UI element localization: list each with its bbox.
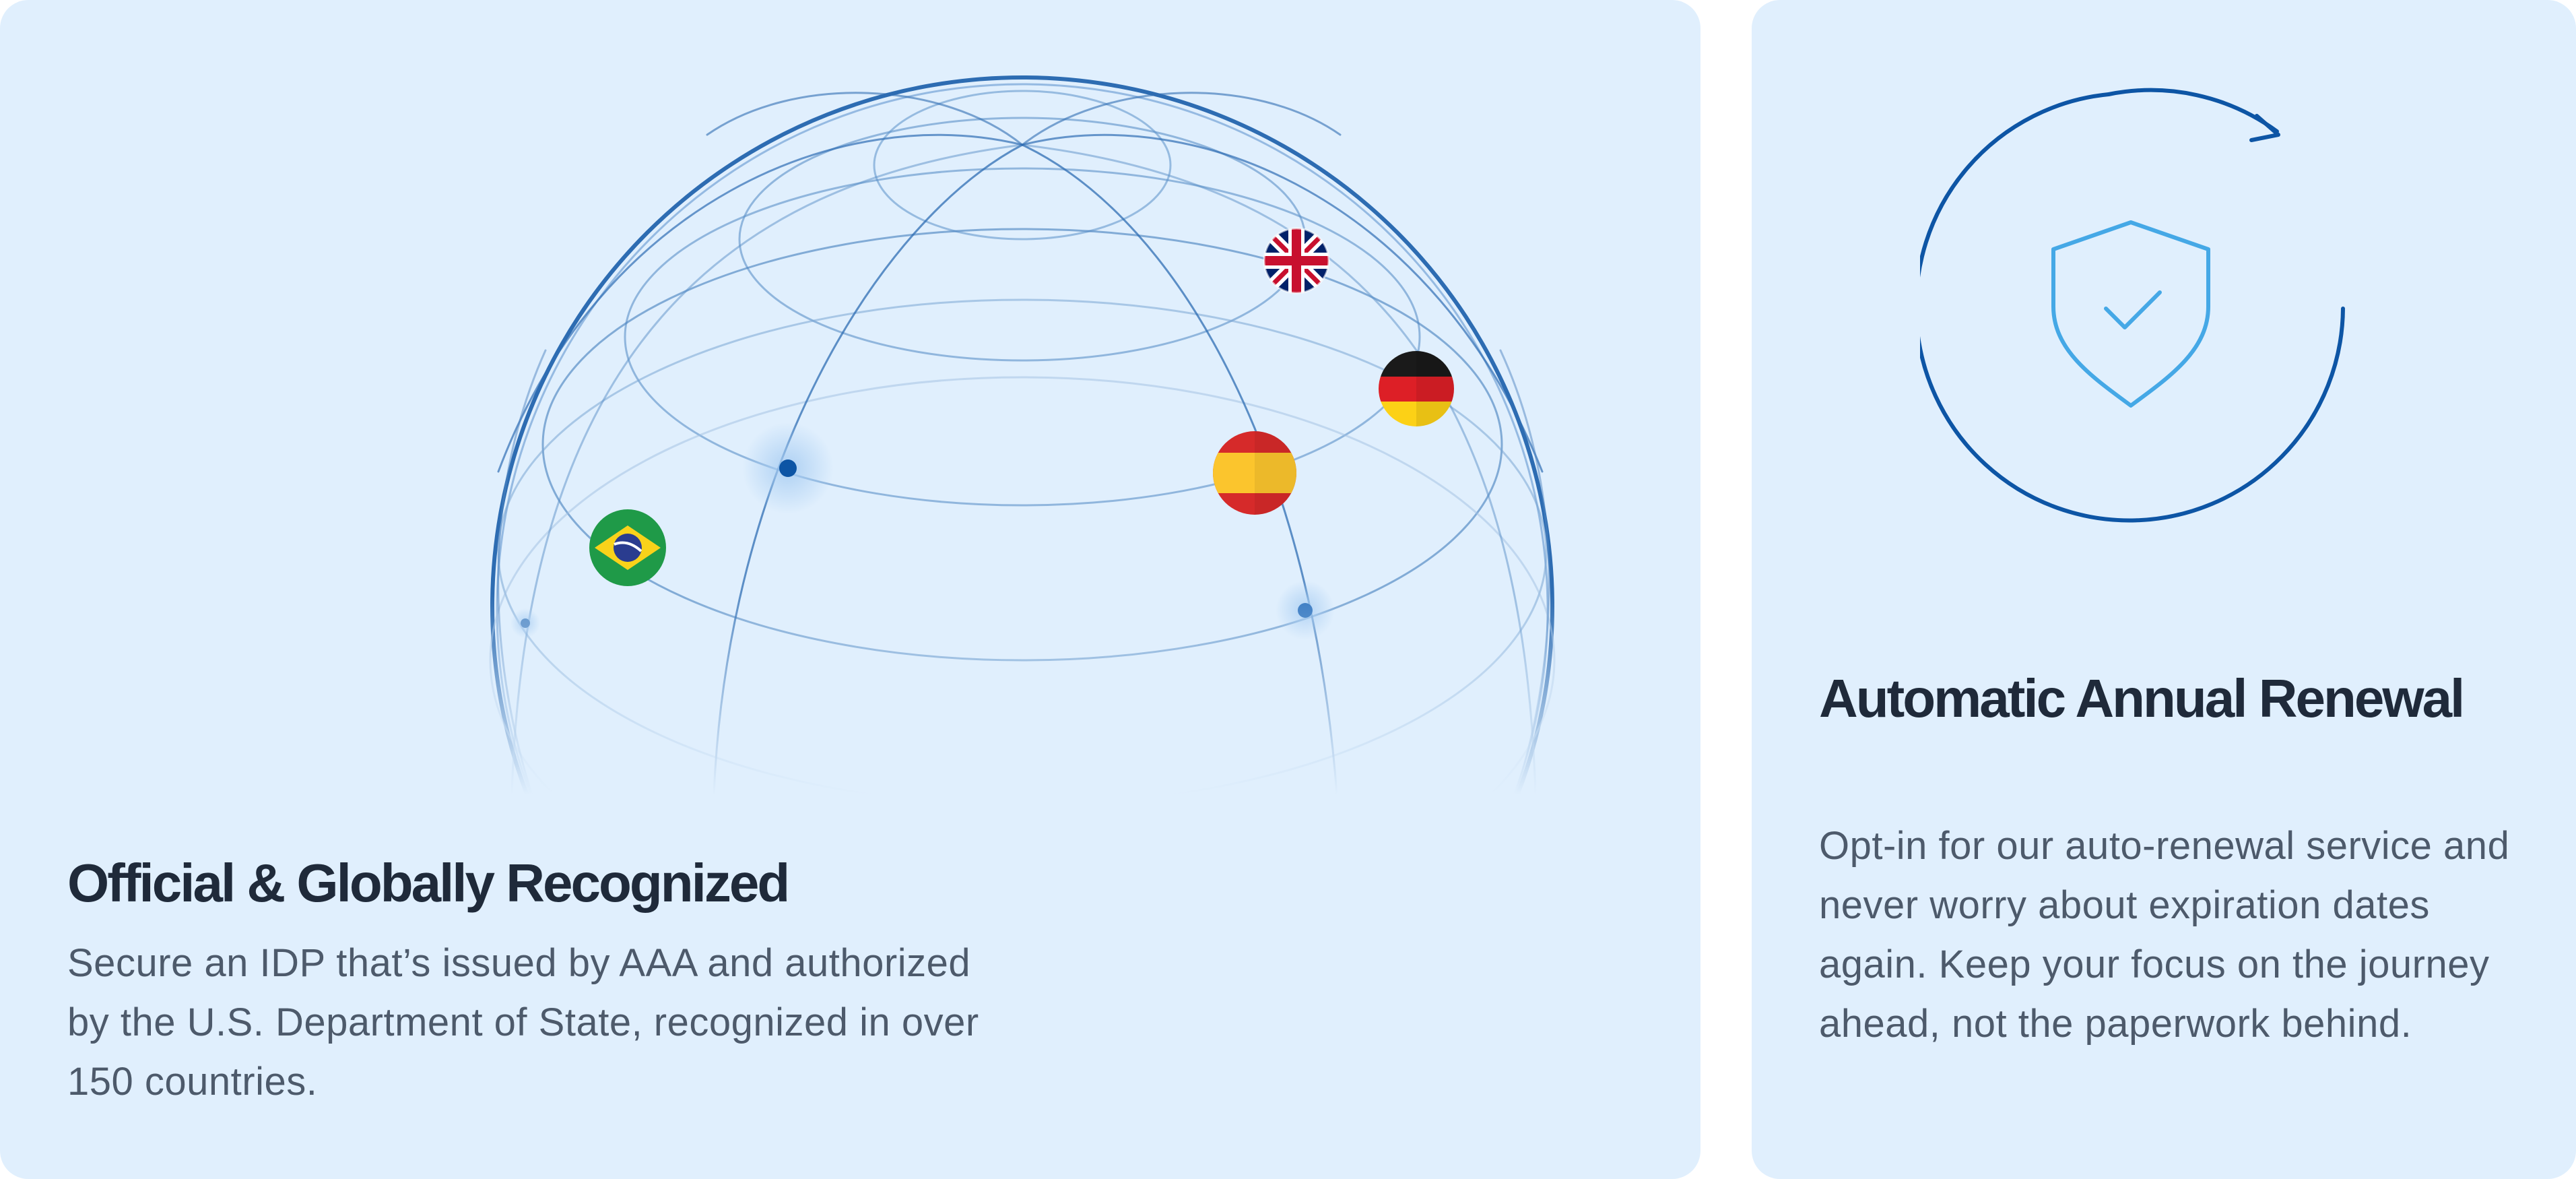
renew-shield-illustration xyxy=(1920,88,2345,523)
card-description: Secure an IDP that’s issued by AAA and a… xyxy=(67,941,979,1104)
renewal-card: Automatic Annual Renewal Opt-in for our … xyxy=(1752,0,2576,1179)
card-description: Opt-in for our auto-renewal service and … xyxy=(1819,824,2510,1046)
germany-flag-icon xyxy=(1379,351,1454,426)
spain-flag-icon xyxy=(1213,431,1296,515)
brazil-flag-icon xyxy=(589,509,666,586)
recognition-card: Official & Globally Recognized Secure an… xyxy=(0,0,1700,1179)
shield-check-icon xyxy=(2051,220,2210,408)
renew-arrow-icon xyxy=(1920,92,2345,523)
uk-flag-icon xyxy=(1263,227,1330,294)
card-title: Automatic Annual Renewal xyxy=(1819,668,2465,728)
globe-illustration xyxy=(0,75,1700,795)
card-title: Official & Globally Recognized xyxy=(67,853,790,913)
